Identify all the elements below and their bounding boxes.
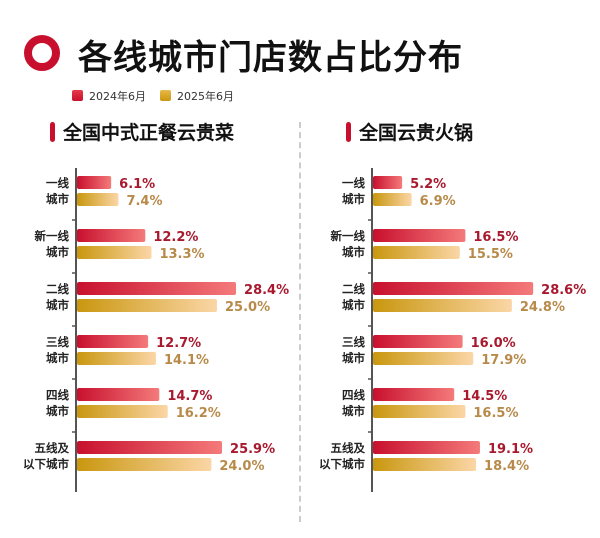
category-label: 城市: [342, 298, 365, 312]
category-label: 城市: [46, 404, 69, 418]
category-label: 三线: [46, 335, 69, 349]
data-label: 28.6%: [541, 283, 586, 298]
legend-item-2024: 2024年6月: [72, 88, 146, 104]
data-label: 5.2%: [410, 177, 446, 192]
category-label: 新一线: [331, 229, 366, 243]
category-label: 城市: [46, 245, 69, 259]
data-label: 25.0%: [225, 300, 270, 315]
bar-2024: [77, 229, 146, 242]
category-label: 城市: [342, 351, 365, 365]
category-label: 五线及: [331, 441, 366, 455]
bar-2025: [373, 246, 460, 259]
legend: 2024年6月 2025年6月: [72, 88, 234, 104]
bar-2024: [373, 176, 403, 189]
data-label: 12.2%: [153, 230, 198, 245]
bar-2025: [373, 299, 512, 312]
chart-title-left: 全国中式正餐云贵菜: [50, 118, 234, 145]
category-label: 城市: [342, 404, 365, 418]
data-label: 14.1%: [164, 353, 209, 368]
ring-icon: [24, 35, 60, 71]
bar-2025: [77, 458, 212, 471]
bar-2025: [77, 193, 119, 206]
data-label: 14.5%: [462, 389, 507, 404]
category-label: 新一线: [35, 229, 70, 243]
category-label: 一线: [342, 176, 365, 190]
data-label: 6.9%: [420, 194, 456, 209]
bar-2024: [373, 388, 455, 401]
category-label: 城市: [46, 351, 69, 365]
category-label: 城市: [342, 192, 365, 206]
bar-2024: [373, 229, 466, 242]
category-label: 三线: [342, 335, 365, 349]
category-label: 以下城市: [319, 457, 365, 471]
data-label: 28.4%: [244, 283, 289, 298]
bar-2024: [77, 335, 149, 348]
bar-2024: [77, 176, 112, 189]
data-label: 16.2%: [176, 406, 221, 421]
data-label: 19.1%: [488, 442, 533, 457]
data-label: 18.4%: [484, 459, 529, 474]
category-label: 城市: [342, 245, 365, 259]
data-label: 24.8%: [520, 300, 565, 315]
bar-2024: [77, 388, 160, 401]
data-label: 16.5%: [473, 406, 518, 421]
bar-2024: [373, 441, 480, 454]
bar-2025: [77, 246, 152, 259]
data-label: 25.9%: [230, 442, 275, 457]
bar-2025: [77, 299, 217, 312]
category-label: 以下城市: [23, 457, 69, 471]
bar-2024: [373, 282, 534, 295]
data-label: 17.9%: [481, 353, 526, 368]
data-label: 14.7%: [167, 389, 212, 404]
data-label: 24.0%: [219, 459, 264, 474]
category-label: 二线: [342, 282, 365, 296]
data-label: 16.5%: [473, 230, 518, 245]
bar-2025: [77, 352, 156, 365]
bar-2025: [373, 352, 474, 365]
divider: [299, 122, 301, 522]
chart-title-right: 全国云贵火锅: [346, 118, 473, 145]
category-label: 一线: [46, 176, 69, 190]
bar-2025: [77, 405, 168, 418]
data-label: 6.1%: [119, 177, 155, 192]
legend-item-2025: 2025年6月: [160, 88, 234, 104]
bar-2025: [373, 458, 477, 471]
category-label: 城市: [46, 298, 69, 312]
data-label: 12.7%: [156, 336, 201, 351]
bar-2024: [373, 335, 463, 348]
data-label: 13.3%: [159, 247, 204, 262]
data-label: 15.5%: [468, 247, 513, 262]
bar-2024: [77, 441, 223, 454]
category-label: 二线: [46, 282, 69, 296]
data-label: 7.4%: [126, 194, 162, 209]
bar-2024: [77, 282, 237, 295]
data-label: 16.0%: [471, 336, 516, 351]
page-title: 各线城市门店数占比分布: [78, 38, 463, 78]
category-label: 四线: [46, 388, 69, 402]
category-label: 城市: [46, 192, 69, 206]
category-label: 五线及: [35, 441, 70, 455]
bar-2025: [373, 193, 412, 206]
category-label: 四线: [342, 388, 365, 402]
bar-2025: [373, 405, 466, 418]
